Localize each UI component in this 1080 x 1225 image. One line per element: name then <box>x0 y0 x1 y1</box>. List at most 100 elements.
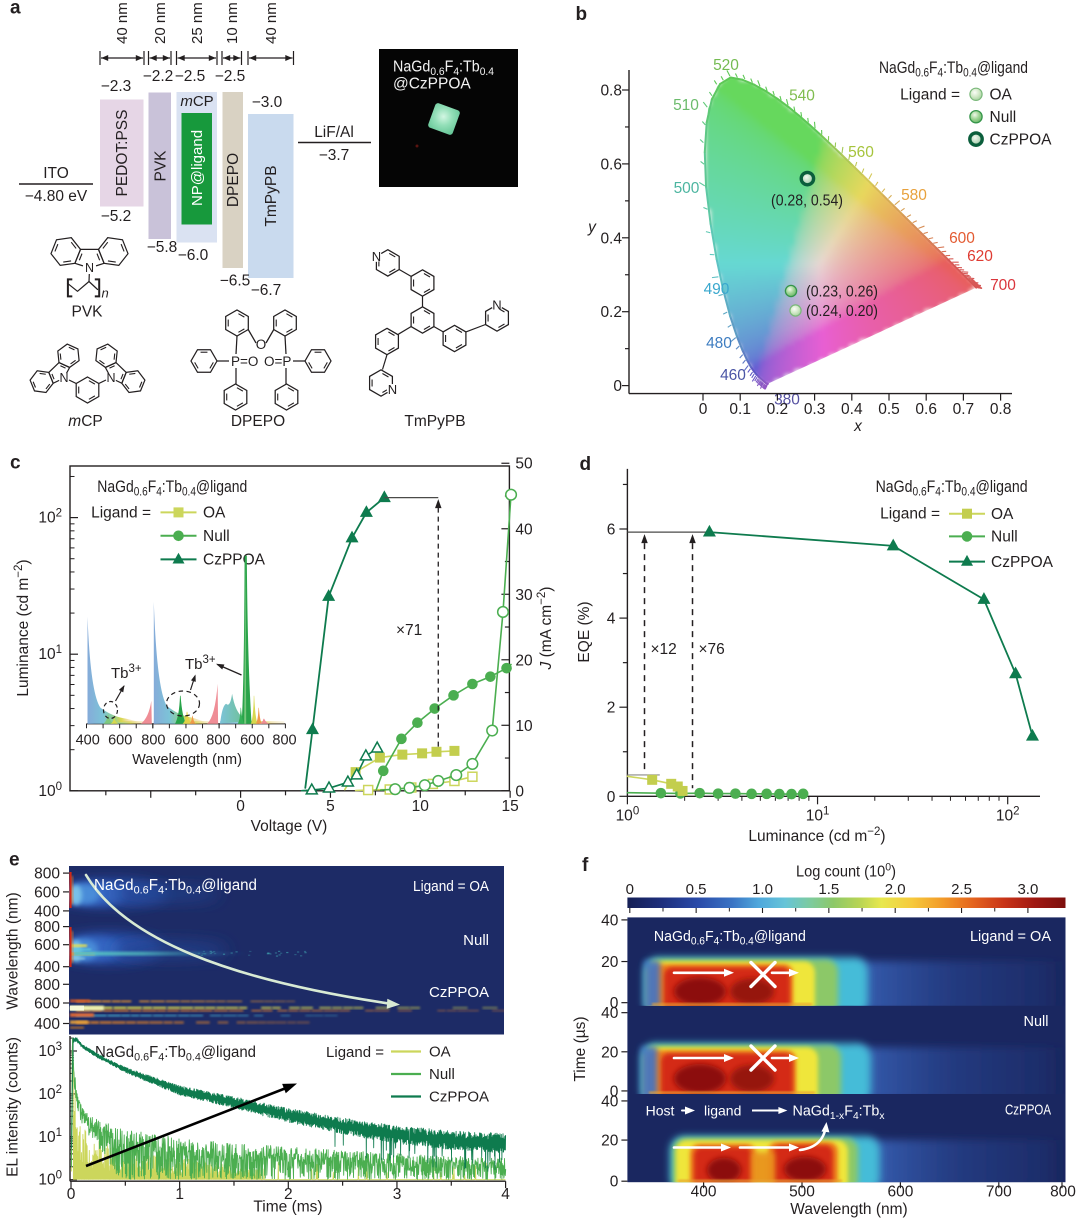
svg-text:10: 10 <box>412 798 430 815</box>
svg-text:800: 800 <box>34 977 60 994</box>
svg-text:N: N <box>106 371 115 385</box>
svg-text:0: 0 <box>610 995 619 1012</box>
svg-text:800: 800 <box>34 919 60 936</box>
svg-text:Wavelength (nm): Wavelength (nm) <box>132 752 242 768</box>
svg-text:1.0: 1.0 <box>752 881 773 898</box>
svg-text:40: 40 <box>601 912 619 929</box>
svg-text:620: 620 <box>967 248 993 265</box>
svg-text:Ligand =: Ligand = <box>91 505 151 522</box>
svg-text:b: b <box>576 4 588 25</box>
svg-text:−5.8: −5.8 <box>147 239 178 256</box>
svg-text:40: 40 <box>601 1093 619 1110</box>
svg-text:DPEPO: DPEPO <box>231 413 285 430</box>
svg-text:−2.2: −2.2 <box>143 68 174 85</box>
svg-text:J (mA cm−2​): J (mA cm−2​) <box>536 587 555 671</box>
svg-text:480: 480 <box>706 335 732 352</box>
svg-text:Null: Null <box>990 109 1017 126</box>
svg-text:0: 0 <box>613 378 622 395</box>
svg-text:400: 400 <box>34 959 60 976</box>
svg-text:O: O <box>256 337 267 352</box>
svg-text:N: N <box>372 249 381 264</box>
svg-text:4: 4 <box>607 611 616 628</box>
svg-text:20: 20 <box>515 652 533 669</box>
svg-text:PVK: PVK <box>71 304 103 321</box>
svg-text:CzPPOA: CzPPOA <box>991 554 1054 571</box>
svg-text:N: N <box>492 297 501 312</box>
svg-text:Luminance (cd m−2​): Luminance (cd m−2​) <box>13 559 32 696</box>
svg-text:P=O: P=O <box>231 354 258 369</box>
svg-text:20: 20 <box>601 954 619 971</box>
svg-text:0.7: 0.7 <box>953 401 975 418</box>
svg-text:Ligand =: Ligand = <box>900 87 960 104</box>
svg-text:mCP: mCP <box>180 93 213 110</box>
svg-text:Wavelength (nm): Wavelength (nm) <box>5 892 22 1009</box>
svg-text:0: 0 <box>626 881 634 898</box>
svg-text:d: d <box>580 454 592 475</box>
svg-text:Wavelength (nm): Wavelength (nm) <box>790 1201 907 1218</box>
svg-text:400: 400 <box>34 903 60 920</box>
svg-text:700: 700 <box>986 1184 1012 1201</box>
svg-text:mCP: mCP <box>68 413 102 430</box>
svg-text:f: f <box>582 855 589 876</box>
svg-text:40: 40 <box>515 521 533 538</box>
svg-text:Time (ms): Time (ms) <box>253 1199 322 1216</box>
svg-text:CzPPOA: CzPPOA <box>429 1089 489 1106</box>
svg-text:0.1: 0.1 <box>729 401 751 418</box>
svg-text:6: 6 <box>607 522 616 539</box>
svg-text:5: 5 <box>326 798 335 815</box>
svg-text:Luminance (cd m−2​): Luminance (cd m−2​) <box>748 826 885 845</box>
svg-text:0: 0 <box>515 783 524 800</box>
svg-text:540: 540 <box>789 88 815 105</box>
svg-text:NaGd0.6​F4​:Tb0.4​@ligand: NaGd0.6​F4​:Tb0.4​@ligand <box>876 478 1028 499</box>
svg-text:CzPPOA: CzPPOA <box>203 552 266 569</box>
svg-text:Null: Null <box>203 528 230 545</box>
svg-text:40 nm: 40 nm <box>114 2 131 44</box>
svg-text:N: N <box>85 261 94 275</box>
svg-text:3: 3 <box>393 1186 402 1203</box>
svg-text:TmPyPB: TmPyPB <box>263 165 280 226</box>
svg-text:−2.3: −2.3 <box>101 78 132 95</box>
svg-text:NaGd0.6​F4​:Tb0.4​: NaGd0.6​F4​:Tb0.4​ <box>393 59 494 79</box>
svg-text:CzPPOA: CzPPOA <box>1005 1103 1051 1119</box>
svg-text:CzPPOA: CzPPOA <box>990 131 1053 148</box>
svg-text:0: 0 <box>236 798 245 815</box>
svg-text:20: 20 <box>601 1044 619 1061</box>
svg-text:700: 700 <box>990 277 1016 294</box>
svg-text:−4.80 eV: −4.80 eV <box>25 188 88 205</box>
svg-text:NaGd0.6​F4​:Tb0.4​@ligand: NaGd0.6​F4​:Tb0.4​@ligand <box>94 877 257 897</box>
svg-text:0.6: 0.6 <box>600 156 622 173</box>
svg-text:−2.5: −2.5 <box>175 68 206 85</box>
svg-text:(0.24, 0.20): (0.24, 0.20) <box>806 303 878 320</box>
svg-text:e: e <box>9 850 20 871</box>
svg-text:Time (µs): Time (µs) <box>572 1016 589 1081</box>
svg-text:2: 2 <box>284 1186 293 1203</box>
svg-text:600: 600 <box>108 733 132 749</box>
svg-text:LiF/Al: LiF/Al <box>314 124 354 141</box>
svg-text:−3.0: −3.0 <box>252 94 283 111</box>
svg-text:O=P: O=P <box>264 354 291 369</box>
svg-text:(0.28, 0.54): (0.28, 0.54) <box>771 193 843 210</box>
svg-text:y: y <box>587 219 597 236</box>
svg-text:−2.5: −2.5 <box>215 68 246 85</box>
svg-text:0.4: 0.4 <box>841 401 863 418</box>
svg-text:OA: OA <box>429 1044 451 1061</box>
svg-text:Null: Null <box>463 932 489 949</box>
svg-text:500: 500 <box>789 1184 815 1201</box>
svg-text:OA: OA <box>991 506 1014 523</box>
svg-text:15: 15 <box>501 798 518 815</box>
svg-text:800: 800 <box>34 866 60 883</box>
svg-text:NaGd0.6​F4​:Tb0.4​@ligand: NaGd0.6​F4​:Tb0.4​@ligand <box>97 478 247 499</box>
svg-text:0: 0 <box>610 1174 619 1191</box>
svg-text:0.6: 0.6 <box>915 401 937 418</box>
svg-text:10: 10 <box>515 718 533 735</box>
svg-text:ITO: ITO <box>43 165 69 182</box>
svg-text:EQE (%): EQE (%) <box>576 601 593 662</box>
svg-text:(0.23, 0.26): (0.23, 0.26) <box>806 284 878 301</box>
svg-text:Null: Null <box>1024 1014 1049 1030</box>
svg-text:−6.0: −6.0 <box>178 247 209 264</box>
svg-text:NP@ligand: NP@ligand <box>189 130 206 206</box>
svg-text:Ligand =: Ligand = <box>880 506 940 523</box>
svg-text:0.8: 0.8 <box>990 401 1012 418</box>
svg-text:−6.7: −6.7 <box>251 282 282 299</box>
svg-text:NaGd0.6​F4​:Tb0.4​@ligand: NaGd0.6​F4​:Tb0.4​@ligand <box>95 1044 256 1064</box>
